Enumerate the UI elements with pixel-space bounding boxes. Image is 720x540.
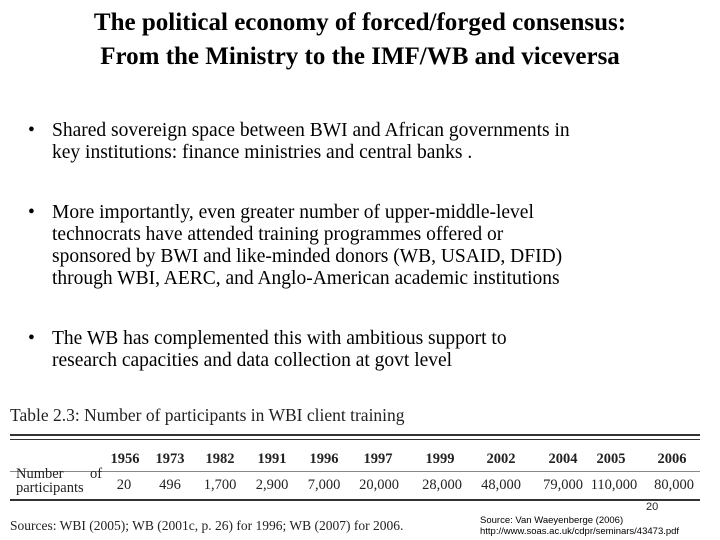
value-cell: 20 — [116, 477, 132, 493]
bullet-1-line-1: Shared sovereign space between BWI and A… — [52, 120, 570, 141]
row-label-line-1: Number — [16, 466, 64, 482]
value-cell: 7,000 — [307, 477, 341, 493]
value-cell: 1,700 — [203, 477, 237, 493]
table-caption-text: : Number of participants in WBI client t… — [74, 405, 405, 425]
year-cell: 1973 — [155, 451, 185, 467]
value-cell: 110,000 — [590, 477, 638, 493]
year-cell: 1997 — [363, 451, 393, 467]
value-cell: 496 — [159, 477, 181, 493]
participants-table: Table 2.3: Number of participants in WBI… — [10, 405, 710, 540]
source-note-line-1: Source: Van Waeyenberge (2006) — [480, 515, 624, 526]
value-cell: 2,900 — [255, 477, 289, 493]
source-note-link[interactable]: http://www.soas.ac.uk/cdpr/seminars/4347… — [480, 526, 680, 537]
year-cell: 2004 — [548, 451, 578, 467]
bullet-2-line-3: sponsored by BWI and like-minded donors … — [52, 246, 563, 267]
value-cell: 79,000 — [543, 477, 583, 493]
title-line-1: The political economy of forced/forged c… — [93, 9, 627, 36]
bullet-2-line-2: technocrats have attended training progr… — [52, 224, 504, 245]
year-cell: 1991 — [257, 451, 287, 467]
table-top-rule-thin — [10, 439, 700, 440]
bullet-3-line-2: research capacities and data collection … — [52, 350, 453, 371]
title-line-2: From the Ministry to the IMF/WB and vice… — [100, 43, 620, 70]
table-mid-rule — [10, 471, 700, 472]
year-cell: 1956 — [110, 451, 140, 467]
bullet-dot: • — [28, 120, 35, 141]
table-caption: Table 2.3: Number of participants in WBI… — [10, 405, 405, 426]
year-cell: 2006 — [657, 451, 687, 467]
bullet-2-line-1: More importantly, even greater number of… — [52, 202, 534, 223]
bullet-3-line-1: The WB has complemented this with ambiti… — [52, 328, 507, 349]
table-top-rule — [10, 434, 700, 436]
bullet-dot: • — [28, 202, 35, 223]
value-cell: 20,000 — [359, 477, 399, 493]
bullet-1-line-2: key institutions: finance ministries and… — [52, 142, 473, 163]
table-bottom-rule — [10, 499, 700, 501]
year-cell: 1996 — [309, 451, 339, 467]
table-caption-label: Table 2.3 — [10, 405, 75, 425]
table-sources: Sources: WBI (2005); WB (2001c, p. 26) f… — [10, 518, 404, 533]
bullet-2-line-4: through WBI, AERC, and Anglo-American ac… — [52, 268, 560, 289]
row-label-of: of — [90, 466, 103, 482]
year-cell: 2002 — [486, 451, 516, 467]
year-cell: 1982 — [205, 451, 235, 467]
row-label-line-2: participants — [16, 480, 84, 496]
value-cell: 48,000 — [481, 477, 521, 493]
slide-title: The political economy of forced/forged c… — [0, 6, 720, 74]
year-cell: 1999 — [425, 451, 455, 467]
bullet-dot: • — [28, 328, 35, 349]
row-label: Number of participants — [16, 466, 102, 496]
value-cell: 28,000 — [422, 477, 462, 493]
value-cell: 80,000 — [654, 477, 694, 493]
page-number: 20 — [646, 501, 659, 513]
source-note: Source: Van Waeyenberge (2006) http://ww… — [480, 515, 679, 537]
year-cell: 2005 — [596, 451, 626, 467]
